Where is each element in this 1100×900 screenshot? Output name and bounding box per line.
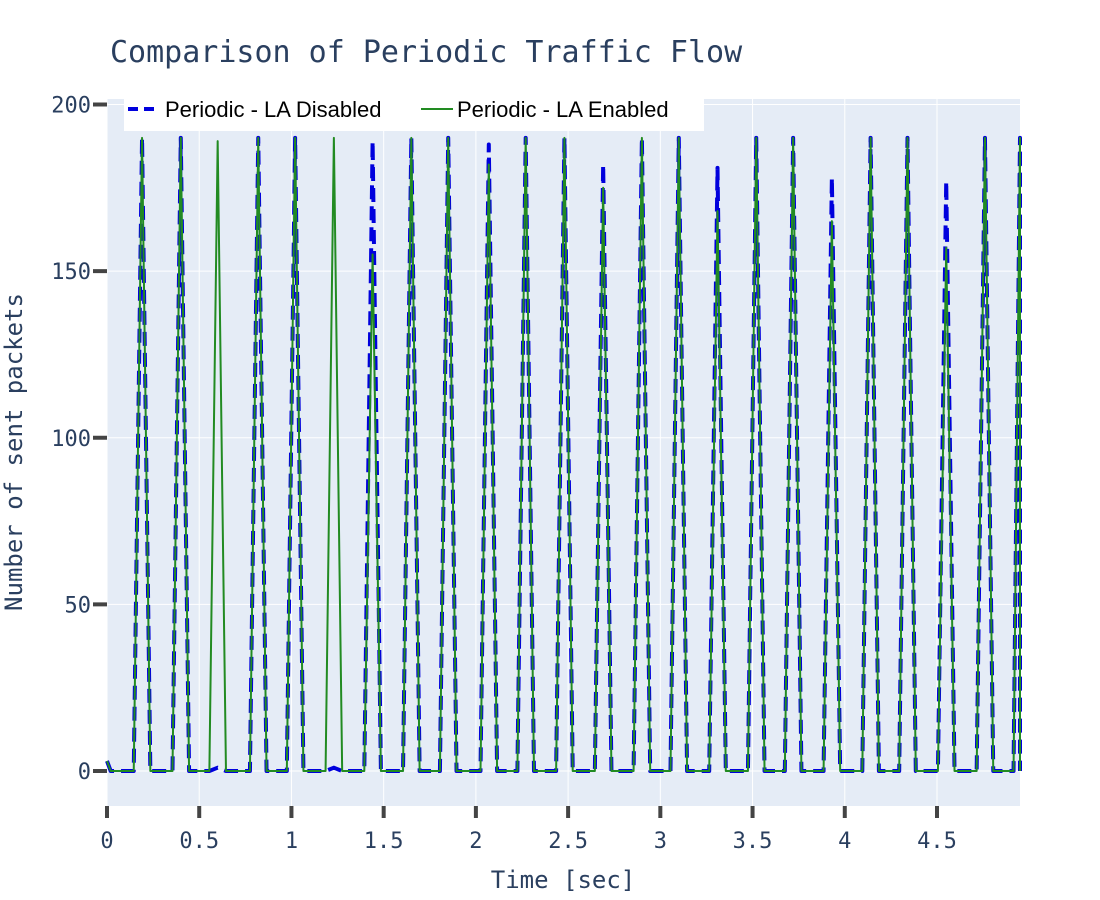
x-tick-label: 2 (469, 829, 482, 854)
y-tick-label: 100 (51, 427, 91, 452)
chart-title: Comparison of Periodic Traffic Flow (110, 35, 743, 70)
legend-label: Periodic - LA Disabled (165, 97, 381, 122)
axes: 0 0.5 1 1.5 2 2.5 3 3.5 4 4.5 0 50 100 150 200 (51, 94, 957, 855)
x-axis-title: Time [sec] (491, 866, 636, 894)
y-tick-label: 150 (51, 260, 91, 285)
x-tick-label: 0.5 (179, 829, 219, 854)
series-lines (105, 135, 1022, 773)
legend-box (124, 94, 704, 131)
series-line-la-enabled (106, 136, 1021, 772)
x-tick-label: 1 (285, 829, 298, 854)
y-tick-label: 50 (65, 593, 92, 618)
y-tick-label: 0 (78, 760, 91, 785)
x-tick-label: 1.5 (364, 829, 404, 854)
y-tick-label: 200 (51, 94, 91, 119)
x-tick-label: 3 (654, 829, 667, 854)
x-tick-label: 2.5 (548, 829, 588, 854)
y-axis-title: Number of sent packets (0, 293, 28, 611)
x-tick-label: 4 (838, 829, 851, 854)
x-tick-label: 3.5 (733, 829, 773, 854)
x-tick-label: 4.5 (917, 829, 957, 854)
x-tick-label: 0 (100, 829, 113, 854)
legend-label: Periodic - LA Enabled (457, 97, 669, 122)
legend: Periodic - LA Disabled Periodic - LA Enab… (124, 94, 704, 131)
